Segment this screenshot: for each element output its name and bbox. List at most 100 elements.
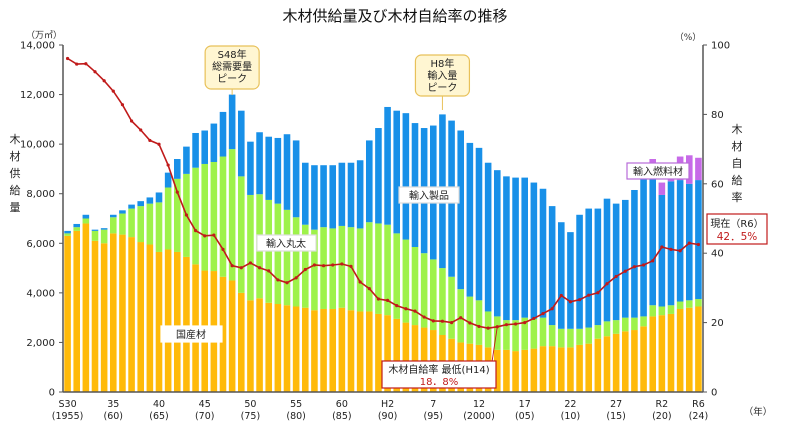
bar-segment <box>612 203 620 321</box>
line-point <box>248 261 253 265</box>
bar-segment <box>356 160 364 229</box>
line-point <box>678 249 682 253</box>
bar-segment <box>292 217 300 307</box>
left-tick-label: 0 <box>49 388 55 399</box>
callout-h8-peak <box>414 54 471 97</box>
bar-segment <box>649 167 657 306</box>
line-point <box>331 263 335 267</box>
bar-segment <box>457 289 465 343</box>
x-axis-unit: （年） <box>744 406 773 418</box>
bar-segment <box>685 300 693 308</box>
bar-segment <box>164 249 172 392</box>
bar-segment <box>146 244 154 392</box>
bar-segment <box>667 305 675 314</box>
right-axis-title: 木材自給率 <box>732 123 743 204</box>
bar-segment <box>247 141 254 195</box>
bar-segment <box>676 180 684 302</box>
bar-segment <box>219 276 227 392</box>
x-tick-label: R2 <box>656 399 669 410</box>
bar-segment <box>228 280 236 392</box>
line-point <box>239 266 243 270</box>
line-point <box>203 234 207 238</box>
line-point <box>75 62 79 66</box>
bar-segment <box>256 132 263 195</box>
line-point <box>587 293 591 297</box>
line-point <box>148 138 152 143</box>
bar-segment <box>146 203 154 245</box>
bar-segment <box>521 349 529 392</box>
bar-segment <box>530 348 538 392</box>
x-tick-sublabel: (10) <box>561 411 581 422</box>
bar-segment <box>695 299 702 307</box>
line-point <box>65 56 70 61</box>
bar-segment <box>676 301 684 309</box>
bar-segment <box>265 136 273 200</box>
bar-segment <box>640 177 647 317</box>
right-tick-label: 80 <box>711 110 724 121</box>
bar-segment <box>109 217 117 234</box>
bar-segment <box>119 210 126 214</box>
line-point <box>349 264 353 268</box>
bar-segment <box>429 259 437 331</box>
x-tick-label: 55 <box>290 399 302 410</box>
bar-segment <box>192 132 199 168</box>
bar-segment <box>393 318 401 392</box>
bar-segment <box>155 251 163 392</box>
line-point <box>157 142 161 146</box>
bar-segment <box>631 189 638 318</box>
bar-segment <box>347 227 355 311</box>
bar-segment <box>73 230 81 392</box>
bar-segment <box>475 147 483 301</box>
line-point <box>230 264 234 268</box>
label-domestic-box <box>160 325 223 343</box>
bar-segment <box>320 227 327 309</box>
bar-segment <box>640 326 647 392</box>
self-sufficiency-line <box>67 57 699 330</box>
line-point <box>687 241 691 245</box>
right-tick-label: 40 <box>711 249 724 260</box>
bar-segment <box>695 157 702 181</box>
label-imported-fuel-box <box>626 162 690 180</box>
line-point <box>431 319 435 323</box>
bar-segment <box>164 187 172 250</box>
line-point <box>422 315 426 319</box>
right-tick-label: 100 <box>711 41 730 52</box>
bar-segment <box>649 305 657 317</box>
line-point <box>395 303 399 308</box>
bar-segment <box>667 181 675 306</box>
bar-segment <box>530 318 538 349</box>
line-point <box>596 291 600 295</box>
callout-current-rate-value: 42．5% <box>717 231 758 243</box>
bar-segment <box>576 214 583 329</box>
bar-segment <box>539 346 547 392</box>
bar-segment <box>247 194 254 301</box>
line-point <box>340 262 344 266</box>
x-tick-label: 17 <box>519 399 531 410</box>
bar-segment <box>347 310 355 392</box>
bar-segment <box>503 349 510 392</box>
bar-segment <box>658 306 666 316</box>
bar-segment <box>365 311 373 392</box>
axis-title-char: 率 <box>732 190 743 204</box>
bar-segment <box>237 110 245 177</box>
bar-segment <box>210 161 218 272</box>
line-point <box>321 264 326 268</box>
bar-segment <box>548 346 556 392</box>
bar-segment <box>265 302 273 392</box>
bar-segment <box>311 310 318 392</box>
line-point <box>184 213 189 217</box>
x-tick-label: S30 <box>59 399 77 410</box>
axis-title-char: 木 <box>732 123 743 136</box>
line-point <box>532 316 536 321</box>
x-tick-sublabel: (70) <box>195 411 215 422</box>
bar-segment <box>448 276 455 339</box>
bar-segment <box>137 201 145 207</box>
line-point <box>221 247 225 251</box>
left-tick-label: 4,000 <box>26 288 55 299</box>
bar-segment <box>237 292 245 392</box>
bar-segment <box>356 311 364 392</box>
line-point <box>523 321 527 325</box>
x-tick-sublabel: (85) <box>332 411 352 422</box>
bar-segment <box>557 222 565 329</box>
line-point <box>513 322 518 326</box>
